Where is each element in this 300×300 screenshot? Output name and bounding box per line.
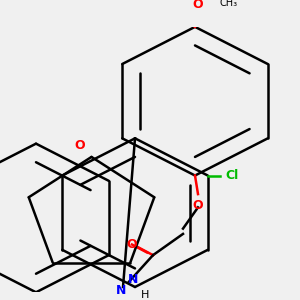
Text: CH₃: CH₃	[219, 0, 237, 8]
Text: Cl: Cl	[226, 169, 239, 182]
Text: N: N	[128, 273, 139, 286]
Text: O: O	[193, 0, 203, 11]
Text: O: O	[193, 200, 203, 212]
Text: H: H	[141, 290, 149, 300]
Text: N: N	[116, 284, 126, 297]
Text: O: O	[74, 139, 85, 152]
Text: O: O	[127, 238, 137, 251]
